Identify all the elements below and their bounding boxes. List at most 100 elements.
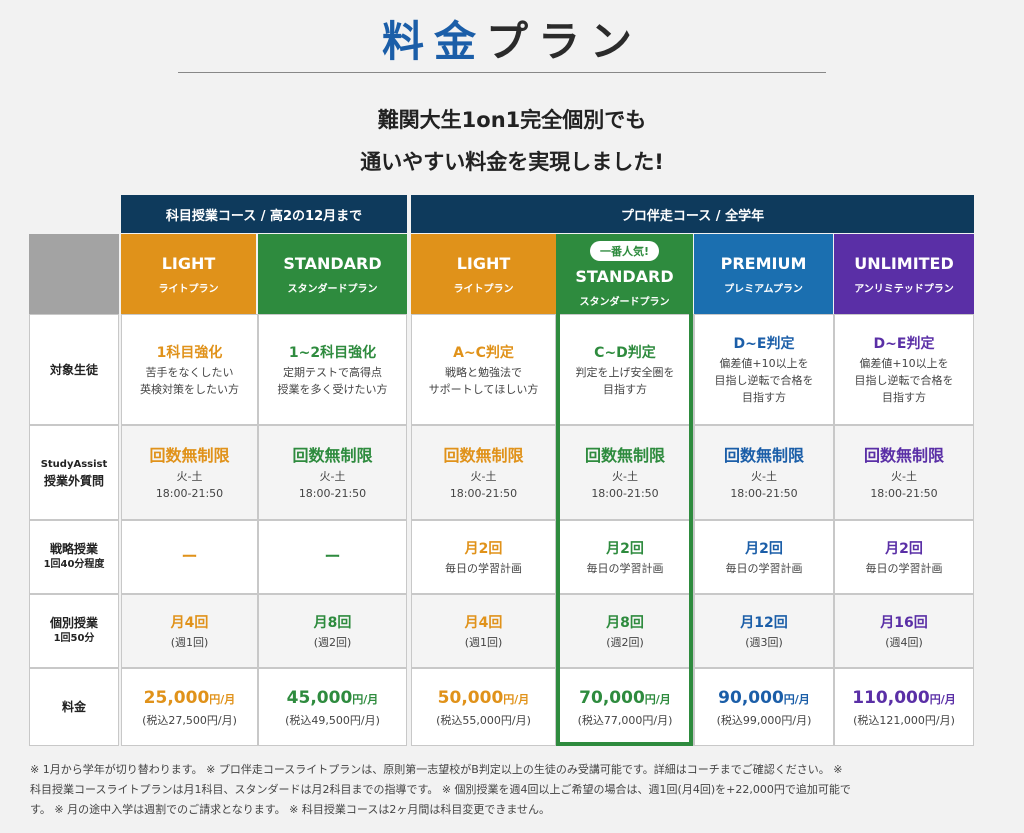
- plan-name: PREMIUM: [720, 253, 807, 273]
- target-cell-unlimited: D~E判定 偏差値+10以上を 目指し逆転で合格を 目指す方: [834, 314, 974, 425]
- individual-sub: (週2回): [606, 635, 644, 649]
- price-cell-premium: 90,000円/月 (税込99,000円/月): [694, 668, 834, 746]
- assist-cell-standard-subject: 回数無制限 火-土 18:00-21:50: [258, 425, 407, 520]
- assist-days: 火-土: [751, 469, 777, 483]
- assist-head: 回数無制限: [443, 445, 524, 465]
- plan-header-unlimited: UNLIMITED アンリミテッドプラン: [834, 234, 974, 314]
- target-head: C~D判定: [594, 344, 656, 361]
- plan-name-jp: スタンダードプラン: [579, 296, 670, 308]
- price-unit: 円/月: [209, 692, 236, 706]
- target-desc: 定期テストで高得点: [283, 365, 382, 379]
- assist-time: 18:00-21:50: [870, 486, 938, 500]
- table-corner: [29, 234, 119, 314]
- individual-sub: (週3回): [745, 635, 783, 649]
- individual-cell-light-pro: 月4回 (週1回): [411, 594, 556, 668]
- footnote-line: 科目授業コースライトプランは月1科目、スタンダードは月2科目までの指導です。 ※…: [30, 783, 851, 796]
- target-cell-light-subject: 1科目強化 苦手をなくしたい 英検対策をしたい方: [121, 314, 258, 425]
- target-cell-standard-pro: C~D判定 判定を上げ安全圏を 目指す方: [556, 314, 694, 425]
- assist-days: 火-土: [891, 469, 917, 483]
- strategy-cell-light-pro: 月2回 毎日の学習計画: [411, 520, 556, 594]
- lead-line-1: 難関大生1on1完全個別でも: [377, 108, 647, 132]
- target-head: D~E判定: [733, 336, 795, 352]
- target-cell-premium: D~E判定 偏差値+10以上を 目指し逆転で合格を 目指す方: [694, 314, 834, 425]
- plan-name-jp: ライトプラン: [453, 283, 514, 295]
- price-unit: 円/月: [503, 692, 530, 706]
- assist-time: 18:00-21:50: [730, 486, 798, 500]
- price-amount: 45,000円/月: [287, 686, 379, 712]
- plan-name: LIGHT: [161, 253, 216, 273]
- price-unit: 円/月: [644, 692, 671, 706]
- price-unit: 円/月: [352, 692, 379, 706]
- target-desc: 目指す方: [603, 382, 647, 396]
- strategy-cell-standard-pro: 月2回 毎日の学習計画: [556, 520, 694, 594]
- course-header-subject: 科目授業コース / 高2の12月まで: [121, 195, 407, 233]
- row-label-text: 1回40分程度: [43, 559, 105, 570]
- price-unit: 円/月: [929, 692, 956, 706]
- popular-badge: 一番人気!: [589, 240, 660, 261]
- row-label-text: 個別授業: [49, 616, 98, 630]
- target-cell-light-pro: A~C判定 戦略と勉強法で サポートしてほしい方: [411, 314, 556, 425]
- target-desc: 目指し逆転で合格を: [854, 374, 954, 387]
- row-label-text: 料金: [61, 700, 86, 714]
- individual-head: 月4回: [170, 614, 209, 631]
- price-amount: 25,000円/月: [144, 686, 236, 712]
- price-cell-light-pro: 50,000円/月 (税込55,000円/月): [411, 668, 556, 746]
- price-tax: (税込27,500円/月): [142, 713, 237, 727]
- assist-head: 回数無制限: [149, 445, 230, 465]
- target-head: D~E判定: [873, 336, 935, 352]
- plan-name: STANDARD: [575, 266, 674, 286]
- individual-cell-light-subject: 月4回 (週1回): [121, 594, 258, 668]
- plan-name: LIGHT: [456, 253, 511, 273]
- individual-head: 月8回: [313, 614, 352, 631]
- target-desc: 授業を多く受けたい方: [277, 382, 388, 396]
- price-amount: 90,000円/月: [718, 686, 810, 712]
- plan-name: UNLIMITED: [854, 253, 954, 273]
- price-cell-standard-subject: 45,000円/月 (税込49,500円/月): [258, 668, 407, 746]
- price-value: 110,000: [852, 687, 930, 708]
- title-main: 料金: [381, 17, 486, 66]
- assist-cell-light-subject: 回数無制限 火-土 18:00-21:50: [121, 425, 258, 520]
- strategy-head: 月2回: [606, 540, 644, 557]
- strategy-head: 月2回: [885, 540, 923, 557]
- price-cell-standard-pro: 70,000円/月 (税込77,000円/月): [556, 668, 694, 746]
- row-label-text: 戦略授業: [49, 542, 98, 556]
- individual-cell-premium: 月12回 (週3回): [694, 594, 834, 668]
- strategy-head: 月2回: [464, 540, 503, 557]
- strategy-cell-standard-subject: ー: [258, 520, 407, 594]
- price-value: 25,000: [143, 687, 210, 708]
- plan-name: STANDARD: [283, 253, 382, 273]
- plan-header-light-pro: LIGHT ライトプラン: [411, 234, 556, 314]
- row-label-individual: 個別授業 1回50分: [29, 594, 119, 668]
- price-value: 45,000: [286, 687, 353, 708]
- assist-head: 回数無制限: [292, 445, 373, 465]
- strategy-cell-light-subject: ー: [121, 520, 258, 594]
- price-unit: 円/月: [783, 692, 810, 706]
- strategy-cell-unlimited: 月2回 毎日の学習計画: [834, 520, 974, 594]
- title-divider: [178, 72, 826, 73]
- row-label-text: 授業外質問: [43, 473, 104, 488]
- assist-cell-light-pro: 回数無制限 火-土 18:00-21:50: [411, 425, 556, 520]
- price-value: 90,000: [718, 687, 784, 708]
- plan-header-premium: PREMIUM プレミアムプラン: [694, 234, 833, 314]
- assist-time: 18:00-21:50: [591, 486, 659, 500]
- footnotes: ※ 1月から学年が切り替わります。 ※ プロ伴走コースライトプランは、原則第一志…: [30, 760, 990, 820]
- target-desc: 戦略と勉強法で: [445, 365, 522, 379]
- strategy-head: ー: [324, 547, 341, 566]
- target-desc: サポートしてほしい方: [428, 382, 539, 396]
- plan-header-standard-subject: STANDARD スタンダードプラン: [258, 234, 407, 314]
- plan-name-jp: アンリミテッドプラン: [854, 283, 954, 295]
- individual-cell-standard-subject: 月8回 (週2回): [258, 594, 407, 668]
- target-desc: 目指す方: [882, 391, 926, 404]
- assist-time: 18:00-21:50: [155, 486, 224, 500]
- target-desc: 目指す方: [742, 391, 786, 404]
- price-amount: 50,000円/月: [438, 686, 530, 712]
- strategy-sub: 毎日の学習計画: [725, 561, 803, 575]
- individual-head: 月12回: [740, 614, 788, 631]
- plan-header-standard-pro: 一番人気! STANDARD スタンダードプラン: [556, 234, 693, 314]
- price-tax: (税込121,000円/月): [853, 713, 955, 727]
- page-title: 料金プラン: [0, 8, 1024, 69]
- strategy-sub: 毎日の学習計画: [586, 561, 664, 575]
- assist-days: 火-土: [612, 469, 638, 483]
- price-value: 70,000: [579, 687, 645, 708]
- price-amount: 70,000円/月: [579, 686, 671, 712]
